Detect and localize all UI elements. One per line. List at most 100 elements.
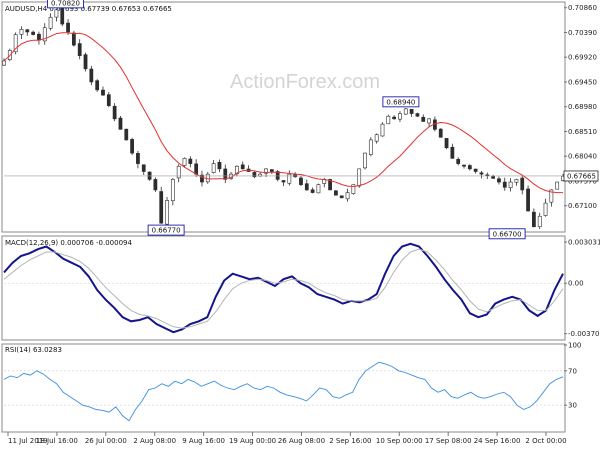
macd-line xyxy=(3,242,564,334)
candle-body xyxy=(118,117,123,130)
candles xyxy=(2,3,565,230)
candle-body xyxy=(95,80,100,91)
macd-tick-label: 0.00 xyxy=(568,280,584,288)
x-tick-label: 26 Aug 08:00 xyxy=(278,437,325,445)
candle-body xyxy=(89,68,94,83)
candle-body xyxy=(549,189,554,203)
signal-line xyxy=(3,248,564,329)
price-tick-label: 0.69450 xyxy=(568,78,597,86)
candle-body xyxy=(240,164,245,170)
candle-body xyxy=(532,211,536,228)
annotation-label: 0.66700 xyxy=(493,230,522,238)
candle-body xyxy=(71,32,76,46)
candle-body xyxy=(264,168,268,174)
candle-body xyxy=(281,180,286,183)
candle-body xyxy=(275,171,280,180)
x-tick-label: 11 Jul 2019 xyxy=(8,437,48,445)
candle-body xyxy=(211,163,216,173)
price-tick-label: 0.68980 xyxy=(568,103,597,111)
candle-body xyxy=(31,31,35,35)
candle-body xyxy=(543,202,548,216)
candle-body xyxy=(456,159,461,164)
current-price-box xyxy=(563,170,599,182)
candle-body xyxy=(450,146,455,159)
candle-body xyxy=(328,179,332,191)
candle-body xyxy=(374,134,379,142)
candle-body xyxy=(182,158,187,166)
annotation-box xyxy=(382,96,420,108)
candle-body xyxy=(526,188,530,212)
candle-body xyxy=(223,168,228,180)
candle-body xyxy=(235,165,239,175)
candle-body xyxy=(13,34,18,53)
candle-body xyxy=(304,183,309,191)
price-tick-label: 0.67570 xyxy=(568,177,597,185)
macd-tick-label: 0.003031 xyxy=(568,239,600,247)
candle-body xyxy=(130,139,134,154)
rsi-tick-label: 100 xyxy=(568,342,581,350)
macd-panel-frame xyxy=(1,235,566,341)
candle-body xyxy=(37,33,41,41)
candle-body xyxy=(386,115,391,125)
candle-body xyxy=(339,195,344,199)
candle-body xyxy=(508,181,513,189)
annotation-box xyxy=(47,0,84,9)
rsi-panel-frame xyxy=(1,343,566,433)
candle-body xyxy=(497,178,501,183)
watermark: ActionForex.com xyxy=(230,71,380,93)
candle-body xyxy=(316,184,321,194)
candle-body xyxy=(334,190,338,196)
annotation-box xyxy=(147,224,185,236)
candle-body xyxy=(287,173,292,184)
candle-body xyxy=(25,29,30,33)
x-tick-label: 17 Sep 08:00 xyxy=(425,437,472,445)
price-marks: 0.70860 0.70390 0.69920 0.69450 0.68980 0.685… xyxy=(2,0,599,240)
candle-body xyxy=(467,165,472,170)
rsi-header: RSI(14) 63.0283 xyxy=(5,346,62,354)
macd-header: MACD(12,26,9) 0.000706 -0.000094 xyxy=(5,239,132,247)
candle-body xyxy=(42,27,47,42)
rsi-tick-label: 70 xyxy=(568,367,577,375)
candle-body xyxy=(444,138,449,149)
candle-body xyxy=(421,116,426,122)
candle-body xyxy=(351,184,356,194)
rsi-line xyxy=(3,361,564,422)
candle-body xyxy=(141,164,146,172)
x-tick-label: 9 Aug 16:00 xyxy=(182,437,225,445)
candle-body xyxy=(299,177,303,185)
macd-tick-label: -0.003706 xyxy=(568,330,600,338)
candle-body xyxy=(2,60,6,66)
x-tick-label: 26 Jul 00:00 xyxy=(85,437,127,445)
candle-body xyxy=(194,163,199,175)
macd-panel: MACD(12,26,9) 0.000706 -0.000094 xyxy=(1,235,566,341)
x-tick-label: 19 Aug 00:00 xyxy=(229,437,276,445)
x-tick-label: 2 Oct 00:00 xyxy=(525,437,566,445)
price-tick-label: 0.68040 xyxy=(568,153,597,161)
candle-body xyxy=(520,177,525,191)
candle-body xyxy=(398,113,402,120)
candle-body xyxy=(409,108,414,114)
candle-body xyxy=(345,192,350,200)
price-tick-label: 0.70390 xyxy=(568,29,597,37)
x-tick-label: 2 Aug 08:00 xyxy=(133,437,176,445)
x-tick-label: 24 Sep 16:00 xyxy=(474,437,521,445)
annotation-box xyxy=(488,228,526,240)
candle-body xyxy=(363,152,367,169)
price-tick-label: 0.68510 xyxy=(568,128,597,136)
x-tick-label: 18 Jul 16:00 xyxy=(36,437,78,445)
candle-body xyxy=(502,181,507,188)
annotation-label: 0.70820 xyxy=(51,0,80,7)
candle-body xyxy=(101,89,105,96)
candle-body xyxy=(310,189,315,193)
candle-body xyxy=(205,173,210,183)
candle-body xyxy=(83,54,88,70)
candle-body xyxy=(252,172,257,178)
candle-body xyxy=(473,168,478,172)
candle-body xyxy=(200,174,204,183)
candle-body xyxy=(368,139,373,155)
candle-body xyxy=(415,113,420,117)
candle-body xyxy=(48,16,53,29)
